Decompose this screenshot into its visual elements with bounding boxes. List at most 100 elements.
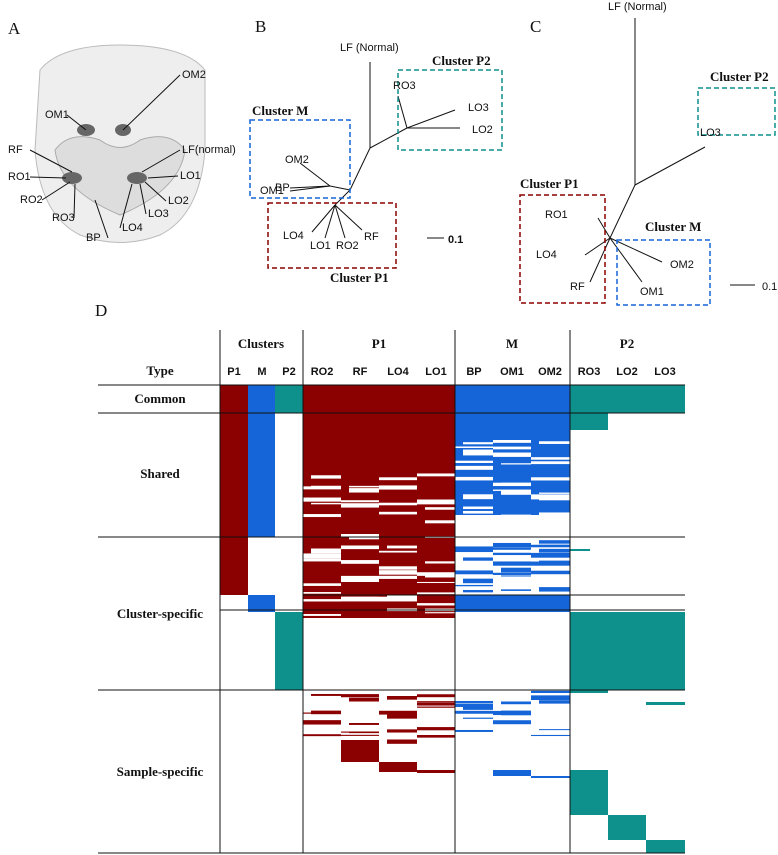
heat-block [463,442,493,445]
site-label: BP [86,232,101,244]
branch [397,95,408,129]
cluster-box [249,119,351,199]
heat-block [387,595,417,598]
leader-line [144,181,167,202]
branch [369,127,408,149]
heat-block [349,723,379,725]
heat-block [463,581,493,584]
heat-block [220,537,248,595]
leaf-label: BP [275,182,290,194]
cluster-label: Cluster P2 [710,69,769,84]
heat-block [539,700,570,704]
heat-block [455,710,493,714]
heat-block [417,592,455,595]
branch [609,237,643,283]
heat-block [455,465,493,470]
column-header: P2 [282,366,295,378]
heat-block [570,385,685,413]
heat-block [303,497,341,502]
heat-block [417,581,455,584]
site-label: RO2 [20,194,43,206]
heat-block [387,729,417,733]
heat-block [539,552,570,557]
heat-block [463,557,493,561]
heat-block [501,589,531,591]
heat-block [493,544,531,546]
column-header: RO2 [311,366,334,378]
leader-line [29,176,67,179]
leaf-label: OM1 [640,286,664,298]
site-label: RO1 [8,171,31,183]
heat-block [387,696,417,700]
heat-block [417,701,455,703]
heat-block [425,520,455,524]
heat-block [463,579,493,583]
heat-block [570,690,608,693]
site-label: RF [8,144,23,156]
heat-block [417,603,455,606]
heat-block [341,740,379,762]
heat-block [463,506,493,510]
heat-block [425,499,455,504]
branch [609,237,663,263]
heat-block [493,489,531,491]
anatomy-drawing [34,44,206,243]
cluster-label: Cluster P1 [520,176,579,191]
heat-block [463,590,493,593]
heat-block [570,549,590,551]
heat-block [531,570,570,575]
branch [584,237,611,256]
heat-block [539,492,570,494]
group-header: P1 [372,336,386,351]
heat-block [493,547,531,550]
heat-block [501,567,531,573]
heat-block [531,496,570,500]
heat-block [379,550,417,553]
heat-block [531,494,570,498]
leader-line [139,183,147,215]
heat-block [379,710,417,715]
column-header: RO3 [578,366,601,378]
heat-block [539,540,570,544]
heat-block [311,475,341,479]
heat-block [311,710,341,715]
heat-block [455,595,570,612]
leaf-label: LO4 [283,230,304,242]
heat-block [646,840,685,853]
scale-label: 0.1 [448,234,463,246]
heat-block [539,544,570,547]
root-label: LF (Normal) [340,42,399,54]
heat-block [501,701,531,705]
leader-line [29,149,73,173]
branch [349,147,371,191]
leaf-label: LO3 [700,127,721,139]
column-header: LO3 [654,366,675,378]
heat-block [379,511,417,515]
row-type: Sample-specific [117,764,204,779]
heat-block [531,776,570,778]
heat-block [379,485,417,490]
heat-block [311,485,341,488]
heat-block [501,440,531,442]
site-label: OM1 [45,109,69,121]
heat-block [455,446,493,448]
heat-block [539,498,570,501]
heat-block [455,460,493,463]
heat-block [379,575,417,579]
heat-block [303,734,341,737]
heat-block [303,553,341,559]
scale-label: 0.1 [762,281,777,293]
site-label: LO4 [122,222,143,234]
panel-label: B [255,17,266,36]
heat-block [501,514,531,519]
panel-label: A [8,19,21,38]
heat-block [531,690,570,693]
heat-block [531,477,570,481]
site-label: LO1 [180,170,201,182]
group-header: Clusters [238,336,284,351]
cluster-box [616,239,711,306]
heat-block [455,584,493,587]
heat-block [531,734,570,737]
branch [299,162,331,187]
leader-line [41,181,71,201]
